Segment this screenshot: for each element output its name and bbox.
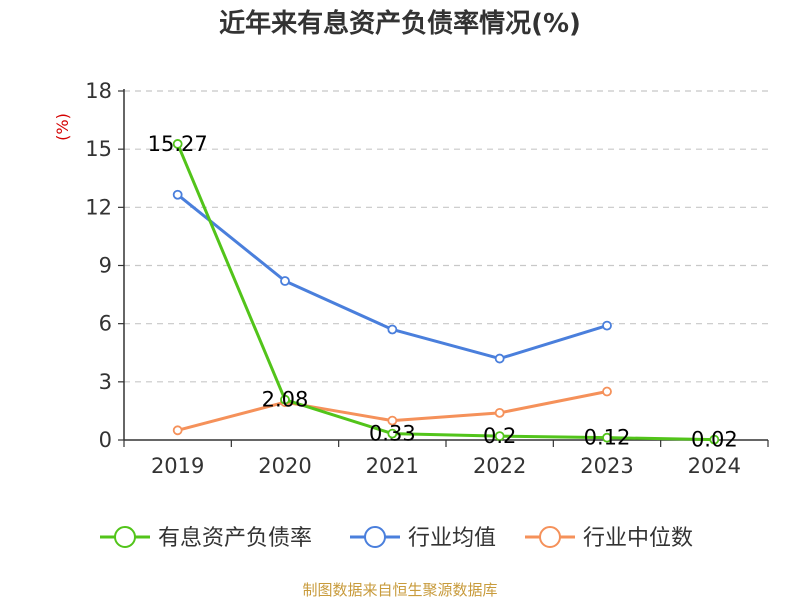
y-axis-unit: (%)	[53, 113, 72, 141]
series-line-1	[176, 143, 715, 442]
data-point-3-2022[interactable]	[494, 407, 505, 418]
data-point-1-2020[interactable]	[280, 394, 290, 405]
y-tick-label-18: 18	[85, 79, 112, 103]
data-point-2-2023[interactable]	[602, 320, 612, 331]
axes	[118, 89, 769, 447]
data-point-3-2021[interactable]	[387, 415, 398, 426]
y-tick-label-15: 15	[85, 137, 112, 161]
y-tick-label-12: 12	[85, 195, 112, 219]
y-tick-label-6: 6	[99, 312, 112, 336]
data-point-1-2022[interactable]	[494, 431, 505, 442]
chart-title: 近年来有息资产负债率情况(%)	[219, 8, 581, 39]
data-point-1-2019[interactable]	[172, 139, 183, 149]
legend-label-1: 有息资产负债率	[158, 526, 312, 551]
x-tick-label-2019: 2019	[151, 454, 204, 478]
y-tick-label-3: 3	[99, 370, 112, 394]
legend-item-1[interactable]: 有息资产负债率	[100, 526, 312, 551]
data-point-2-2022[interactable]	[494, 353, 505, 364]
y-tick-label-0: 0	[99, 428, 112, 452]
data-label-2024: 0.02	[691, 428, 738, 452]
x-tick-label-2022: 2022	[473, 454, 526, 478]
legend-label-2: 行业均值	[408, 526, 496, 551]
y-tick-labels: 0 3 6 9 12 15 18	[85, 79, 112, 452]
source-note: 制图数据来自恒生聚源数据库	[302, 581, 497, 599]
data-label-2020: 2.08	[262, 388, 309, 412]
x-tick-label-2023: 2023	[580, 454, 633, 478]
legend-marker-3	[539, 526, 561, 548]
legend-marker-1	[114, 526, 136, 548]
data-label-2022: 0.2	[483, 424, 516, 448]
x-tick-label-2020: 2020	[258, 454, 311, 478]
series-group	[172, 139, 720, 445]
legend-label-3: 行业中位数	[583, 526, 693, 551]
data-point-1-2023[interactable]	[602, 432, 612, 443]
legend-item-2[interactable]: 行业均值	[350, 526, 496, 551]
legend[interactable]: 有息资产负债率 行业均值 行业中位数	[100, 526, 693, 551]
legend-item-3[interactable]: 行业中位数	[525, 526, 693, 551]
data-point-2-2021[interactable]	[387, 324, 398, 335]
x-tick-labels: 2019 2020 2021 2022 2023 2024	[151, 454, 741, 478]
data-point-3-2023[interactable]	[602, 386, 612, 397]
data-label-2019: 15.27	[148, 132, 208, 156]
data-label-2023: 0.12	[584, 426, 631, 450]
series-1	[172, 139, 720, 445]
series-2	[172, 189, 612, 364]
x-tick-label-2021: 2021	[366, 454, 419, 478]
data-point-1-2024[interactable]	[709, 434, 720, 445]
grid-lines	[124, 90, 768, 383]
data-label-2021: 0.33	[369, 422, 416, 446]
data-point-2-2019[interactable]	[172, 189, 183, 200]
data-labels: 15.27 2.08 0.33 0.2 0.12 0.02	[148, 132, 738, 452]
legend-marker-2	[364, 526, 386, 548]
data-point-1-2021[interactable]	[387, 428, 398, 439]
y-tick-label-9: 9	[99, 254, 112, 278]
data-point-2-2020[interactable]	[280, 276, 290, 286]
x-tick-label-2024: 2024	[688, 454, 741, 478]
data-point-3-2019[interactable]	[172, 425, 183, 436]
